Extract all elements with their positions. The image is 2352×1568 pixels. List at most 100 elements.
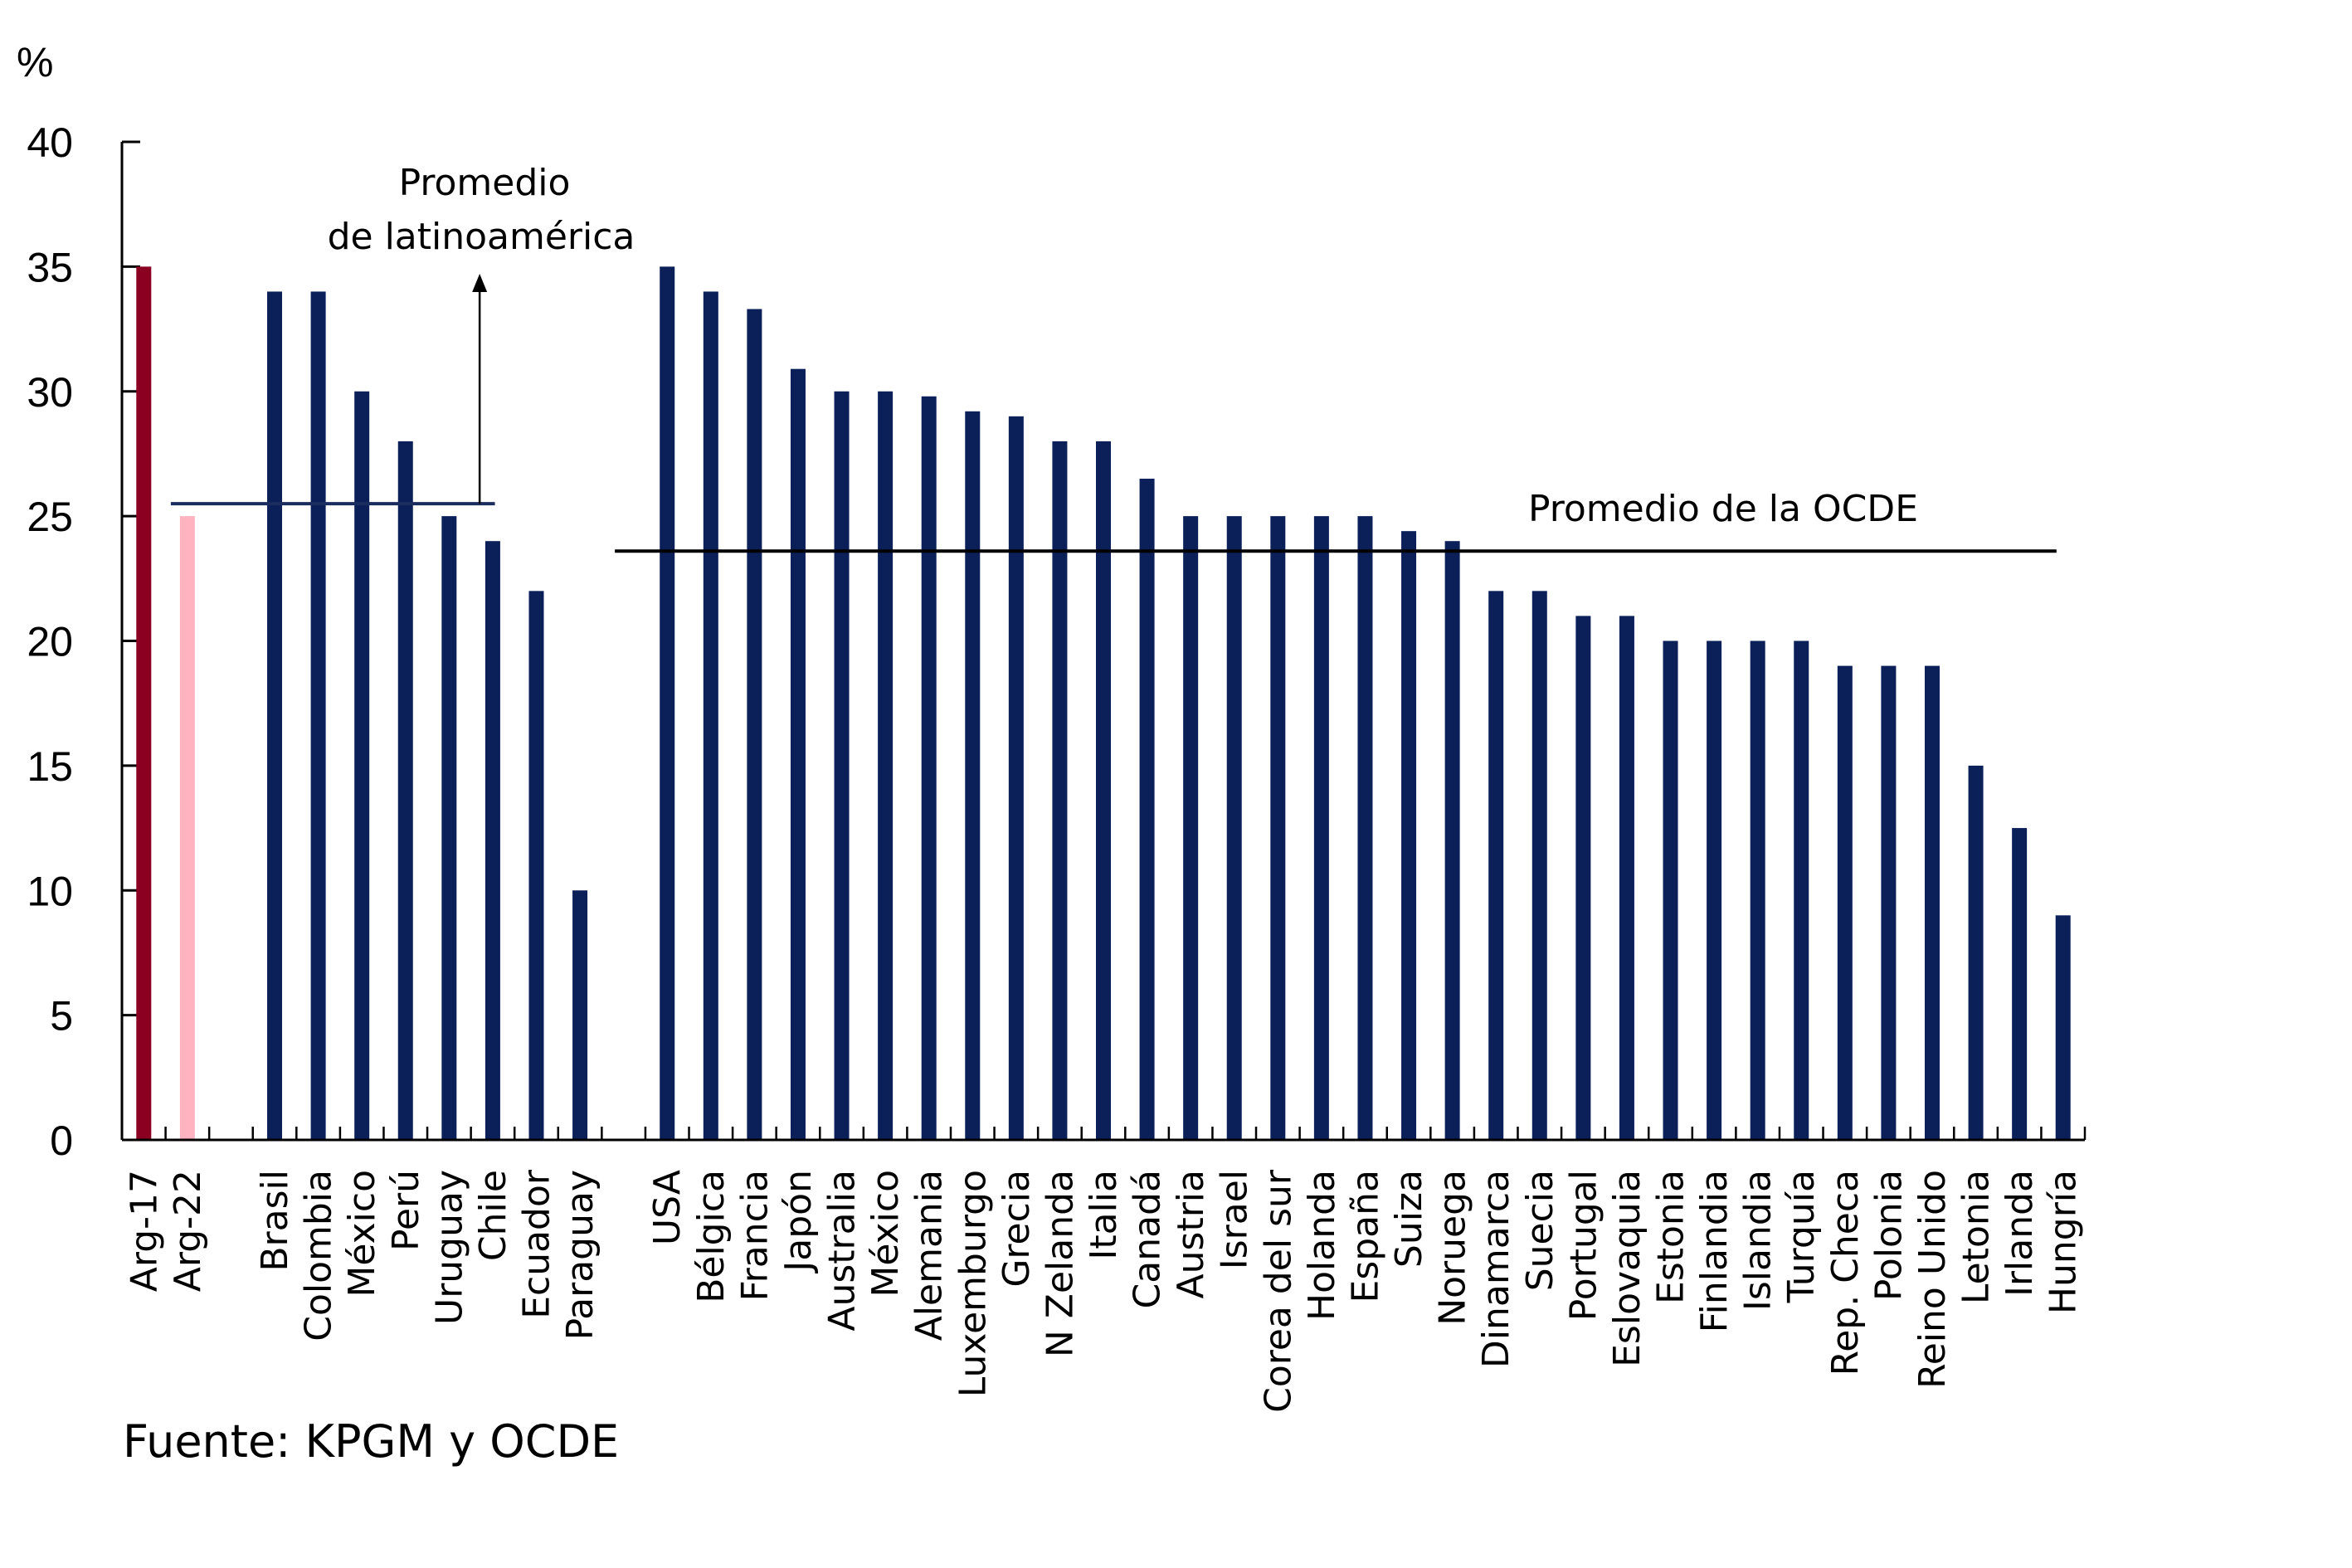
bar-usa — [660, 266, 675, 1140]
category-label: Israel — [1214, 1170, 1256, 1269]
y-axis-unit-label: % — [17, 39, 53, 85]
category-label: Uruguay — [428, 1170, 470, 1325]
bar-arg-17 — [136, 266, 152, 1140]
bar-españa — [1357, 516, 1373, 1140]
category-label: Arg-17 — [123, 1170, 165, 1292]
category-label: Hungría — [2043, 1170, 2085, 1314]
bar-bélgica — [703, 291, 718, 1140]
y-tick-label: 30 — [27, 369, 73, 416]
bar-estonia — [1663, 640, 1678, 1140]
category-label: Canadá — [1127, 1170, 1169, 1308]
ocde-average-label: Promedio de la OCDE — [1528, 488, 1918, 530]
reference-lines: Promedio de latinoamérica Promedio de la O… — [170, 162, 2057, 553]
category-label: Dinamarca — [1475, 1170, 1517, 1368]
category-label: México — [341, 1170, 383, 1298]
category-label: Reino Unido — [1911, 1170, 1954, 1389]
bar-perú — [397, 441, 413, 1140]
bar-brasil — [267, 291, 283, 1140]
category-label: España — [1344, 1170, 1386, 1303]
bar-japón — [790, 368, 806, 1140]
bar-ecuador — [528, 591, 544, 1140]
y-tick-label: 25 — [27, 494, 73, 540]
category-label: Portugal — [1562, 1170, 1605, 1321]
category-label: Holanda — [1301, 1170, 1343, 1321]
category-label: Chile — [472, 1170, 514, 1261]
category-label: Ecuador — [515, 1169, 558, 1319]
bar-grecia — [1008, 416, 1024, 1140]
bar-n-zelanda — [1052, 441, 1068, 1140]
y-tick-label: 10 — [27, 868, 73, 914]
y-tick-label: 35 — [27, 244, 73, 290]
bar-austria — [1183, 516, 1199, 1140]
bars — [136, 266, 2071, 1140]
y-tick-label: 15 — [27, 743, 73, 790]
category-label: Francia — [733, 1170, 776, 1301]
bar-uruguay — [441, 516, 457, 1140]
bar-francia — [747, 309, 762, 1140]
x-axis — [122, 1127, 2087, 1142]
category-label: Alemania — [908, 1170, 951, 1341]
bar-suecia — [1531, 591, 1547, 1140]
bar-canadá — [1139, 479, 1155, 1140]
category-label: Irlanda — [1999, 1170, 2041, 1297]
y-tick-label: 20 — [27, 619, 73, 665]
latam-average-label: Promedio — [399, 162, 571, 204]
bar-portugal — [1575, 616, 1591, 1140]
category-label: Letonia — [1955, 1170, 1998, 1304]
category-label: Polonia — [1867, 1170, 1910, 1301]
category-label: Colombia — [298, 1170, 340, 1342]
bar-australia — [834, 391, 850, 1140]
bar-suiza — [1401, 531, 1417, 1140]
category-label: Finlandia — [1693, 1170, 1736, 1332]
category-label: USA — [646, 1170, 689, 1245]
category-label: Suecia — [1519, 1170, 1561, 1291]
bar-holanda — [1313, 516, 1329, 1140]
y-tick-label: 40 — [27, 119, 73, 166]
category-label: Brasil — [254, 1170, 296, 1272]
category-label: Luxemburgo — [952, 1170, 994, 1397]
source-note: Fuente: KPGM y OCDE — [123, 1415, 619, 1468]
bar-letonia — [1968, 765, 1984, 1140]
category-label: Bélgica — [690, 1170, 733, 1303]
bar-eslovaquia — [1619, 616, 1634, 1140]
category-label: Italia — [1083, 1170, 1125, 1260]
category-label: Turquía — [1780, 1170, 1823, 1303]
arrow-up-icon — [472, 274, 488, 292]
category-label: Arg-22 — [167, 1170, 209, 1292]
bar-irlanda — [2012, 828, 2028, 1140]
bar-chile — [485, 541, 500, 1140]
bar-alemania — [921, 396, 937, 1140]
category-label: México — [864, 1170, 907, 1298]
bar-corea-del-sur — [1270, 516, 1286, 1140]
category-label: Paraguay — [559, 1170, 601, 1340]
bar-dinamarca — [1488, 591, 1504, 1140]
category-label: Rep. Checa — [1824, 1170, 1867, 1376]
category-label: Australia — [821, 1170, 864, 1332]
category-label: Eslovaquia — [1606, 1170, 1648, 1367]
bar-colombia — [310, 291, 326, 1140]
category-label: Noruega — [1432, 1170, 1474, 1326]
category-label: Grecia — [996, 1170, 1038, 1288]
category-label: Austria — [1170, 1170, 1212, 1298]
category-labels: Arg-17 Arg-22 Brasil Colombia México Perú Urug… — [123, 1169, 2084, 1413]
bar-italia — [1096, 441, 1111, 1140]
bar-paraguay — [572, 890, 588, 1140]
bar-méxico — [354, 391, 370, 1140]
y-axis: 0 5 10 15 20 25 30 35 40 — [27, 119, 140, 1164]
bar-luxemburgo — [965, 411, 981, 1140]
bar-rep-checa — [1837, 665, 1853, 1140]
category-label: Estonia — [1650, 1170, 1692, 1304]
bar-noruega — [1444, 541, 1460, 1140]
y-tick-label: 0 — [50, 1118, 73, 1164]
category-label: Perú — [385, 1170, 427, 1251]
category-label: N Zelanda — [1039, 1170, 1081, 1357]
bar-israel — [1226, 516, 1242, 1140]
bar-islandia — [1750, 640, 1765, 1140]
y-tick-label: 5 — [50, 993, 73, 1040]
bar-finlandia — [1707, 640, 1722, 1140]
bar-hungría — [2055, 915, 2071, 1140]
category-label: Islandia — [1737, 1170, 1780, 1311]
bar-polonia — [1881, 665, 1897, 1140]
category-label: Suiza — [1388, 1170, 1430, 1268]
